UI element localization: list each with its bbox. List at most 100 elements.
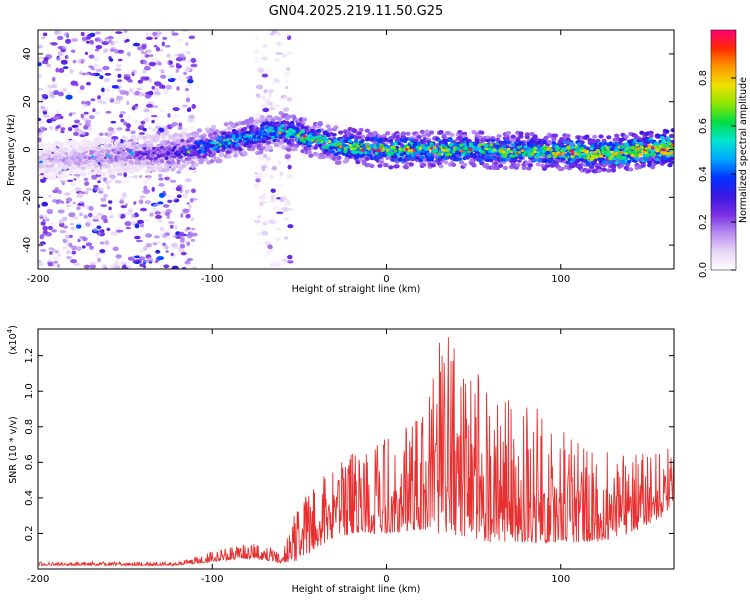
spectrogram-speckle bbox=[38, 58, 41, 63]
spectrogram-speckle bbox=[71, 124, 79, 128]
spectrogram-speckle bbox=[138, 132, 145, 136]
spectrogram-speckle bbox=[143, 117, 150, 123]
spectrogram-speckle bbox=[145, 49, 152, 53]
colorbar-gradient bbox=[710, 29, 737, 271]
spectrogram-cell bbox=[661, 148, 666, 152]
spectrogram-speckle bbox=[135, 103, 139, 107]
spectrogram-speckle bbox=[72, 183, 77, 187]
spectrogram-ytick-label: -20 bbox=[22, 189, 33, 205]
spectrogram-speckle bbox=[106, 227, 111, 231]
spectrogram-cell bbox=[232, 136, 236, 140]
spectrogram-cell bbox=[664, 152, 670, 156]
spectrogram-speckle bbox=[73, 262, 81, 267]
spectrogram-cell bbox=[326, 143, 331, 147]
spectrogram-cell bbox=[654, 160, 661, 165]
spectrogram-speckle bbox=[283, 78, 289, 83]
spectrogram-speckle bbox=[176, 37, 184, 42]
spectrogram-cell bbox=[222, 138, 227, 142]
spectrogram-speckle bbox=[51, 248, 56, 253]
spectrogram-cell bbox=[611, 156, 616, 161]
spectrogram-speckle bbox=[174, 225, 178, 230]
spectrogram-speckle bbox=[60, 59, 68, 65]
spectrogram-cell bbox=[87, 171, 93, 176]
spectrogram-speckle bbox=[142, 93, 146, 97]
spectrogram-cell bbox=[636, 147, 641, 151]
spectrogram-cell bbox=[626, 159, 632, 164]
spectrogram-cell bbox=[177, 150, 181, 154]
spectrogram-cell bbox=[119, 157, 124, 161]
spectrogram-cell bbox=[649, 152, 654, 156]
spectrogram-cell bbox=[349, 147, 354, 151]
spectrogram-speckle bbox=[180, 213, 184, 218]
spectrogram-cell bbox=[45, 169, 50, 174]
spectrogram-speckle bbox=[123, 121, 128, 126]
spectrogram-speckle bbox=[185, 51, 191, 55]
spectrogram-speckle bbox=[63, 32, 70, 37]
spectrogram-cell bbox=[454, 147, 459, 151]
spectrogram-cell bbox=[208, 133, 213, 137]
spectrogram-speckle bbox=[72, 201, 76, 205]
spectrogram-cell bbox=[406, 151, 411, 155]
spectrogram-speckle bbox=[43, 57, 49, 62]
spectrogram-cell bbox=[661, 139, 666, 143]
spectrogram-speckle bbox=[84, 51, 89, 56]
spectrogram-speckle bbox=[68, 212, 76, 218]
spectrogram-cell bbox=[517, 159, 522, 163]
spectrogram-cell bbox=[259, 114, 265, 120]
spectrogram-cell bbox=[252, 135, 257, 138]
spectrogram-cell bbox=[294, 143, 300, 148]
spectrogram-cell bbox=[356, 144, 360, 148]
spectrogram-cell bbox=[129, 169, 135, 174]
spectrogram-speckle bbox=[41, 94, 48, 98]
spectrogram-cell bbox=[438, 130, 444, 135]
spectrogram-cell bbox=[469, 148, 473, 152]
spectrogram-cell bbox=[253, 138, 259, 142]
spectrogram-speckle bbox=[38, 44, 43, 49]
spectrogram-cell bbox=[91, 155, 95, 159]
spectrogram-speckle bbox=[83, 214, 88, 219]
spectrogram-speckle bbox=[262, 95, 266, 100]
spectrogram-cell bbox=[429, 130, 435, 135]
spectrogram-cell bbox=[558, 152, 562, 156]
spectrogram-cell bbox=[84, 147, 89, 152]
spectrogram-speckle bbox=[272, 219, 279, 223]
spectrogram-speckle bbox=[57, 209, 65, 214]
spectrogram-speckle bbox=[106, 86, 111, 92]
spectrogram-cell bbox=[403, 165, 410, 170]
spectrogram-speckle bbox=[287, 208, 294, 211]
spectrogram-cell bbox=[655, 148, 660, 152]
spectrogram-speckle bbox=[163, 90, 169, 95]
spectrogram-cell bbox=[172, 146, 177, 150]
spectrogram-speckle bbox=[71, 245, 77, 251]
spectrogram-cell bbox=[38, 168, 41, 173]
spectrogram-cell bbox=[211, 124, 217, 129]
spectrogram-speckle bbox=[254, 175, 261, 179]
spectrogram-speckle bbox=[140, 51, 148, 55]
spectrogram-cell bbox=[57, 164, 63, 168]
spectrogram-speckle bbox=[157, 62, 162, 66]
spectrogram-cell bbox=[157, 166, 163, 171]
spectrogram-speckle bbox=[84, 181, 90, 186]
spectrogram-speckle bbox=[74, 119, 80, 124]
spectrogram-cell bbox=[502, 150, 506, 154]
spectrogram-speckle bbox=[151, 85, 156, 90]
spectrogram-cell bbox=[552, 133, 559, 138]
spectrogram-speckle bbox=[254, 60, 260, 64]
spectrogram-speckle bbox=[140, 120, 146, 125]
spectrogram-cell bbox=[530, 148, 534, 152]
spectrogram-speckle bbox=[97, 180, 101, 184]
spectrogram-speckle bbox=[79, 212, 83, 217]
spectrogram-cell bbox=[196, 128, 203, 133]
spectrogram-speckle bbox=[142, 194, 147, 198]
spectrogram-speckle bbox=[143, 189, 151, 194]
spectrogram-cell bbox=[431, 148, 436, 152]
spectrogram-cell bbox=[527, 163, 534, 168]
snr-xtick-label: -100 bbox=[201, 574, 224, 585]
spectrogram-speckle bbox=[190, 238, 196, 242]
spectrogram-cell bbox=[404, 137, 409, 141]
spectrogram-cell bbox=[518, 155, 524, 160]
spectrogram-cell bbox=[233, 149, 239, 154]
spectrogram-speckle bbox=[39, 234, 44, 240]
spectrogram-cell bbox=[515, 138, 521, 143]
spectrogram-speckle bbox=[78, 130, 82, 135]
